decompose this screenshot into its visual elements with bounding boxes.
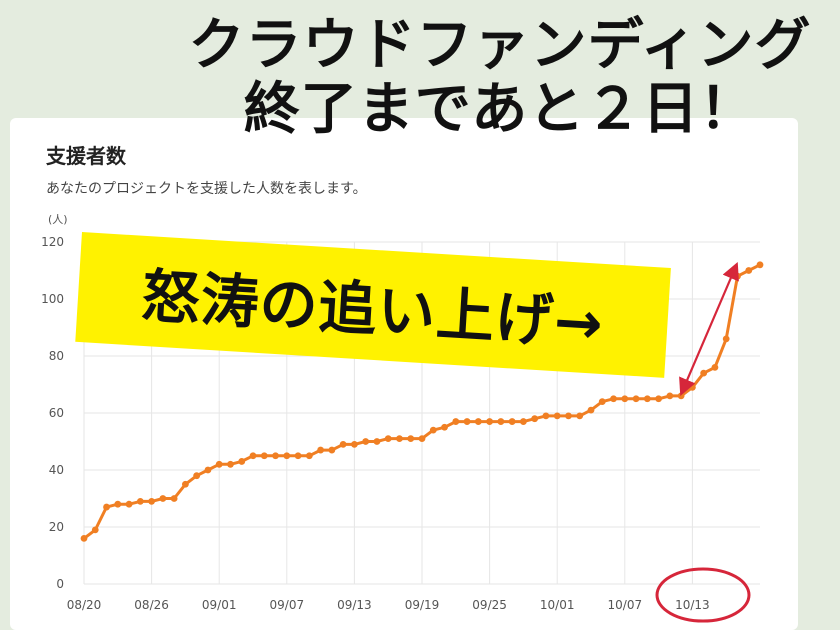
data-point — [621, 395, 629, 403]
x-tick-label: 08/20 — [67, 598, 102, 612]
banner-text: 怒涛の追い上げ→ — [139, 261, 606, 358]
data-point — [193, 472, 201, 480]
data-point — [249, 452, 257, 460]
data-point — [80, 535, 88, 542]
x-tick-label: 09/25 — [472, 598, 507, 612]
data-point — [711, 364, 719, 371]
headline: クラウドファンディング 終了まであと２日！ — [160, 14, 840, 142]
data-point — [407, 435, 415, 443]
data-point — [238, 458, 246, 465]
data-point — [114, 500, 122, 508]
data-point — [587, 406, 595, 414]
x-tick-label: 10/13 — [675, 598, 710, 612]
data-point — [317, 446, 324, 454]
x-tick-label: 10/01 — [540, 598, 575, 612]
data-point — [632, 395, 640, 403]
data-point — [610, 395, 617, 403]
chart-card — [10, 118, 798, 630]
y-tick-label: 60 — [49, 406, 64, 420]
data-point — [745, 267, 753, 274]
chart-subtitle: あなたのプロジェクトを支援した人数を表します。 — [46, 181, 367, 197]
y-tick-label: 80 — [49, 349, 64, 363]
data-point — [677, 392, 685, 400]
data-point — [182, 480, 189, 488]
y-tick-label: 20 — [49, 520, 64, 534]
data-point — [542, 412, 550, 420]
data-point — [700, 369, 708, 377]
data-point — [283, 452, 291, 460]
data-point — [722, 335, 730, 343]
data-point — [565, 412, 572, 420]
data-point — [272, 452, 279, 460]
data-point — [362, 438, 370, 445]
headline-line-1: クラウドファンディング — [188, 13, 812, 78]
data-point — [148, 497, 156, 505]
data-point — [655, 395, 662, 403]
data-point — [643, 395, 651, 403]
data-point — [294, 452, 302, 460]
data-point — [125, 500, 133, 508]
data-point — [666, 392, 674, 400]
data-point — [441, 423, 448, 431]
data-point — [328, 446, 336, 454]
data-point — [429, 426, 437, 434]
x-tick-label: 09/13 — [337, 598, 372, 612]
x-tick-label: 10/07 — [608, 598, 643, 612]
data-point — [204, 466, 212, 474]
data-point — [305, 452, 313, 460]
chart-title: 支援者数 — [46, 144, 126, 168]
highlight-circle — [655, 567, 751, 623]
data-point — [103, 503, 110, 511]
y-axis-unit-label: (人) — [48, 213, 68, 226]
data-point — [227, 460, 234, 468]
data-point — [339, 440, 347, 448]
data-point — [497, 418, 505, 425]
data-point — [351, 440, 358, 448]
y-tick-label: 0 — [56, 577, 64, 591]
data-point — [215, 460, 223, 468]
x-tick-label: 09/01 — [202, 598, 237, 612]
data-point — [756, 261, 764, 269]
data-point — [170, 495, 178, 502]
data-point — [474, 418, 482, 425]
data-point — [91, 526, 99, 534]
data-point — [384, 435, 392, 443]
data-point — [159, 495, 167, 502]
data-point — [452, 418, 460, 425]
data-point — [373, 438, 381, 445]
data-point — [520, 418, 527, 425]
data-point — [418, 435, 426, 443]
surge-arrow — [679, 261, 739, 397]
y-tick-label: 100 — [41, 292, 64, 306]
data-point — [463, 418, 471, 425]
data-point — [260, 452, 268, 460]
data-point — [689, 383, 696, 391]
data-point — [486, 418, 493, 425]
x-tick-label: 09/19 — [405, 598, 440, 612]
x-tick-label: 09/07 — [270, 598, 305, 612]
data-point — [531, 415, 539, 423]
x-tick-label: 08/26 — [134, 598, 169, 612]
headline-line-2: 終了まであと２日！ — [243, 77, 757, 142]
data-point — [553, 412, 561, 420]
data-point — [396, 435, 403, 443]
data-point — [598, 398, 606, 405]
data-point — [734, 272, 741, 280]
y-tick-label: 40 — [49, 463, 64, 477]
data-point — [576, 412, 584, 420]
data-point — [508, 418, 516, 425]
y-tick-label: 120 — [41, 235, 64, 249]
data-point — [136, 497, 144, 505]
